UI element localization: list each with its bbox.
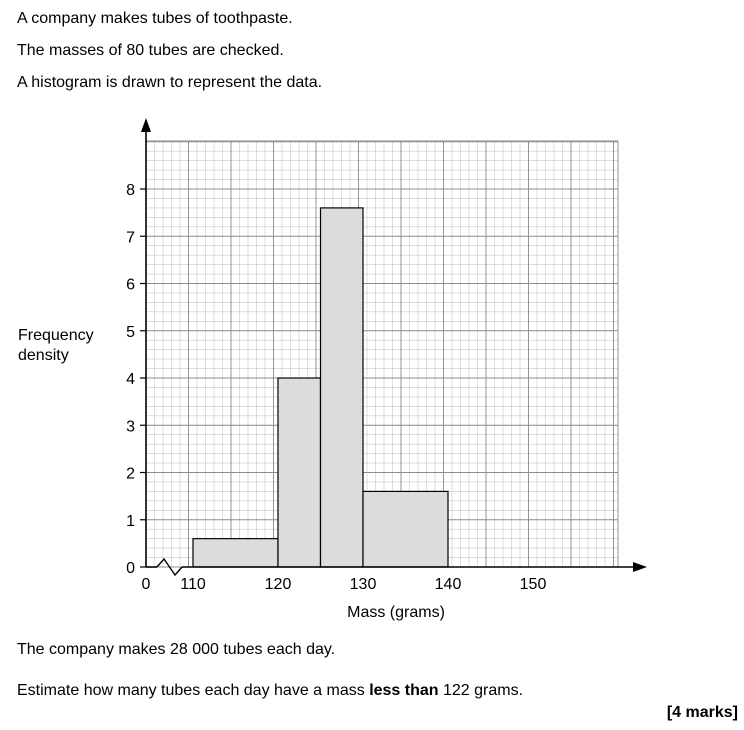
x-axis-arrow-icon xyxy=(633,562,647,572)
question-line-2: The masses of 80 tubes are checked. xyxy=(17,42,284,59)
y-tick-label: 8 xyxy=(126,182,135,199)
x-axis-label: Mass (grams) xyxy=(347,604,445,621)
x-tick-label: 120 xyxy=(265,576,292,593)
y-tick-label: 1 xyxy=(126,513,135,530)
question-line-5: Estimate how many tubes each day have a … xyxy=(17,682,523,700)
histogram-bar-4 xyxy=(362,490,449,568)
question-line-5-emphasis: less than xyxy=(369,682,439,699)
y-axis-label-line-2: density xyxy=(18,347,69,364)
question-line-4: The company makes 28 000 tubes each day. xyxy=(17,641,336,658)
x-tick-label: 140 xyxy=(435,576,462,593)
y-tick-label: 2 xyxy=(126,466,135,483)
y-axis-arrow-icon xyxy=(141,118,151,132)
y-tick-label: 0 xyxy=(126,560,135,577)
x-tick-label: 130 xyxy=(350,576,377,593)
y-tick-label: 7 xyxy=(126,229,135,246)
x-tick-label: 110 xyxy=(180,576,206,593)
marks-label: [4 marks] xyxy=(666,704,738,721)
y-tick-label: 3 xyxy=(126,418,135,435)
y-tick-label: 4 xyxy=(126,371,135,388)
question-line-5-end: 122 grams. xyxy=(438,682,524,699)
histogram-bar-2 xyxy=(277,377,322,568)
y-axis-label-line-1: Frequency xyxy=(18,327,94,344)
question-line-1: A company makes tubes of toothpaste. xyxy=(17,10,293,27)
histogram-bar-1 xyxy=(192,538,279,568)
question-line-3: A histogram is drawn to represent the da… xyxy=(17,74,323,91)
y-tick-label: 6 xyxy=(126,277,135,294)
x-tick-label: 150 xyxy=(520,576,547,593)
x-axis-break-icon xyxy=(156,557,183,577)
question-line-5-start: Estimate how many tubes each day have a … xyxy=(17,682,370,699)
y-tick-label: 5 xyxy=(126,324,135,341)
histogram-bar-3 xyxy=(319,207,364,568)
x-origin-label: 0 xyxy=(142,576,151,593)
